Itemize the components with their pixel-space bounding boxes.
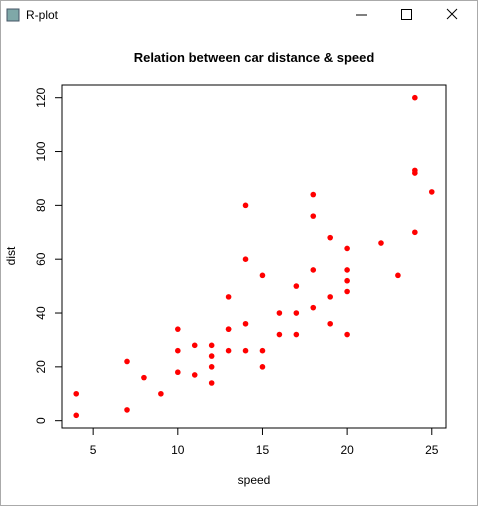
point: [225, 347, 232, 354]
x-tick-label: 5: [90, 443, 97, 457]
x-tick-label: 10: [171, 443, 185, 457]
point: [310, 267, 317, 273]
point: [293, 310, 300, 316]
y-axis-label: dist: [4, 246, 18, 265]
point: [259, 272, 266, 279]
x-axis-label: speed: [238, 473, 271, 487]
point: [327, 294, 333, 300]
point: [344, 267, 350, 273]
point: [225, 294, 232, 300]
point: [259, 364, 266, 370]
y-tick-label: 0: [34, 417, 48, 424]
point: [412, 229, 418, 236]
point: [344, 277, 350, 284]
point: [208, 364, 215, 370]
point: [208, 342, 215, 349]
point: [124, 407, 130, 413]
point: [124, 358, 130, 365]
point: [191, 372, 198, 378]
maximize-button[interactable]: [401, 9, 412, 20]
point: [208, 380, 215, 386]
point: [242, 320, 249, 327]
point: [293, 331, 300, 338]
point: [242, 256, 249, 262]
window-title: R-plot: [26, 8, 59, 22]
point: [395, 272, 401, 279]
y-tick-label: 60: [34, 252, 48, 266]
point: [208, 353, 215, 359]
point: [276, 310, 283, 316]
close-button[interactable]: [446, 8, 458, 20]
point: [73, 412, 80, 419]
point: [310, 213, 317, 219]
point: [242, 347, 249, 354]
point: [344, 331, 350, 338]
point: [242, 202, 249, 209]
chart-title: Relation between car distance & speed: [134, 50, 375, 65]
point: [310, 191, 317, 198]
y-tick-label: 120: [34, 87, 48, 107]
point: [175, 326, 181, 332]
x-tick-label: 15: [256, 443, 270, 457]
point: [412, 167, 418, 174]
point: [344, 288, 350, 295]
x-tick-label: 20: [340, 443, 354, 457]
point: [344, 245, 350, 252]
point: [276, 331, 283, 338]
point: [412, 94, 418, 101]
point: [141, 374, 147, 381]
point: [310, 304, 317, 311]
y-tick-label: 80: [34, 198, 48, 212]
point: [327, 320, 333, 327]
app-icon: [6, 8, 20, 22]
point: [225, 326, 232, 332]
point: [191, 342, 198, 349]
y-tick-label: 40: [34, 306, 48, 320]
y-tick-label: 100: [34, 141, 48, 161]
point: [428, 189, 435, 195]
point: [259, 347, 266, 354]
point: [378, 240, 384, 246]
point: [327, 234, 333, 241]
point: [158, 390, 164, 397]
x-tick-label: 25: [425, 443, 439, 457]
point: [175, 369, 181, 376]
point: [73, 390, 80, 397]
point: [293, 283, 300, 289]
point: [175, 347, 181, 354]
y-tick-label: 20: [34, 360, 48, 374]
